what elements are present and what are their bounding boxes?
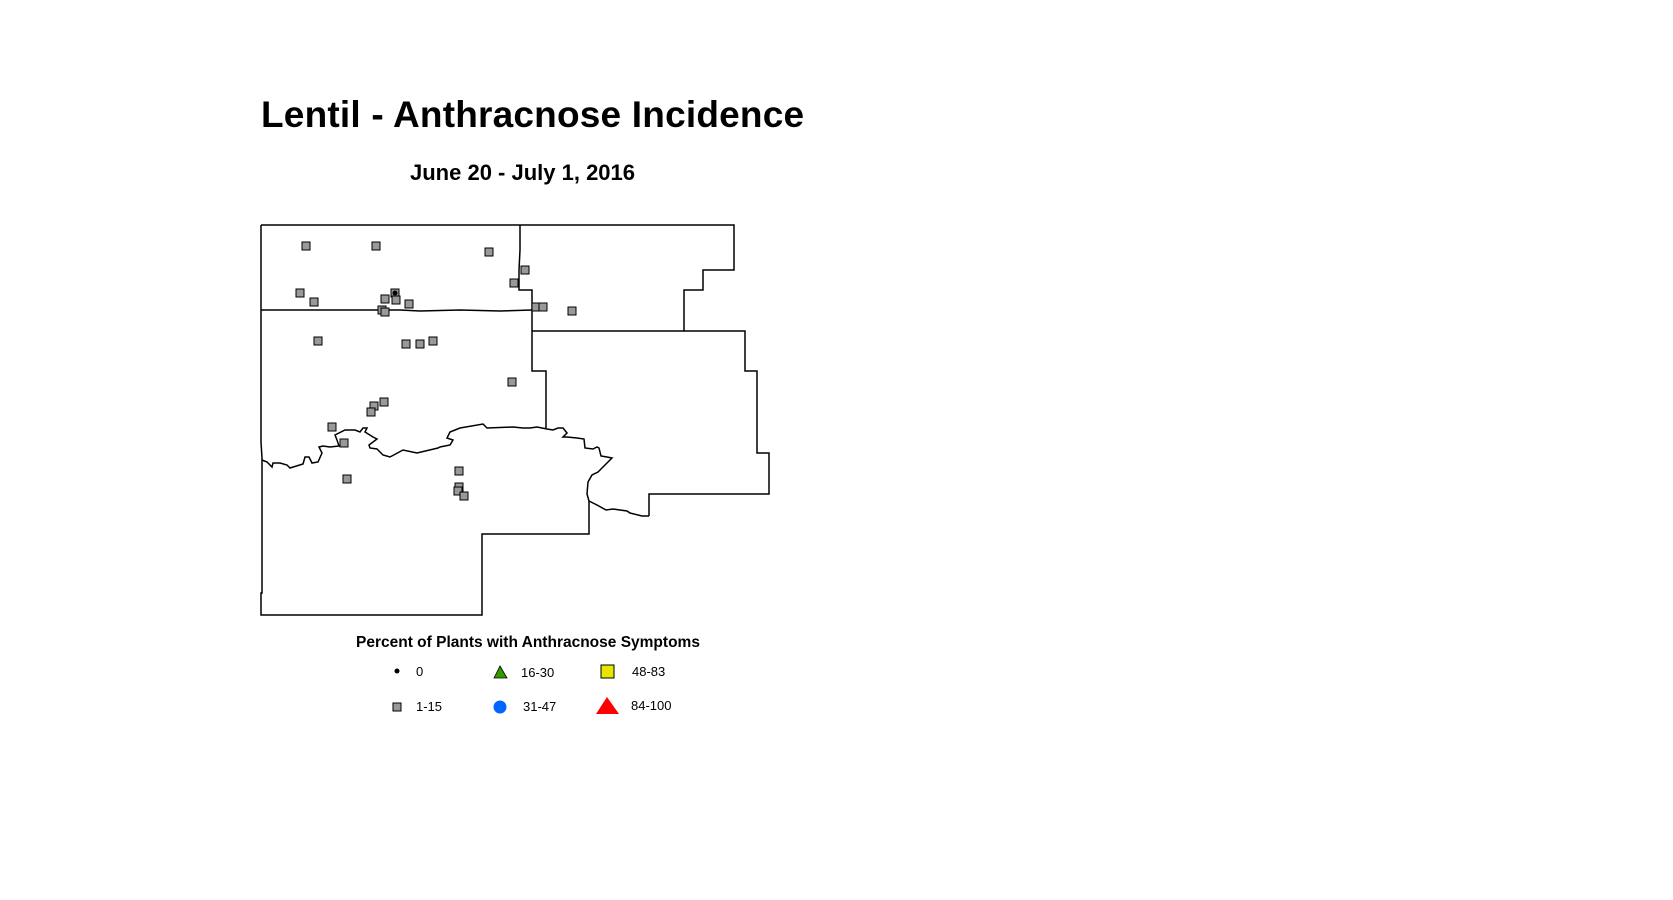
- legend-dot-icon: [394, 668, 400, 674]
- point-1-15: [459, 491, 469, 501]
- region-boundaries: [260, 224, 770, 616]
- point-1-15: [380, 294, 390, 304]
- legend-blue-circle-icon: [493, 700, 507, 714]
- legend-gray-square-icon: [392, 702, 402, 712]
- point-1-15: [520, 265, 530, 275]
- point-1-15: [428, 336, 438, 346]
- legend-symbols: [392, 664, 619, 714]
- legend-label-31-47: 31-47: [523, 699, 557, 714]
- point-1-15: [313, 336, 323, 346]
- legend-yellow-square-icon: [600, 664, 615, 679]
- point-1-15: [371, 241, 381, 251]
- point-1-15: [295, 288, 305, 298]
- point-1-15: [327, 422, 337, 432]
- point-1-15: [509, 278, 519, 288]
- point-1-15: [454, 466, 464, 476]
- point-1-15: [484, 247, 494, 257]
- point-1-15: [366, 407, 376, 417]
- point-1-15: [507, 377, 517, 387]
- point-1-15: [567, 306, 577, 316]
- point-1-15: [391, 295, 401, 305]
- legend-label-48-83: 48-83: [632, 664, 666, 679]
- point-0: [392, 290, 398, 296]
- observation-points: [295, 241, 577, 501]
- inner-boundary-horizontal: [261, 309, 533, 312]
- inner-boundary-vertical: [518, 225, 547, 428]
- point-1-15: [415, 339, 425, 349]
- legend-label-16-30: 16-30: [521, 665, 555, 680]
- point-1-15: [453, 486, 463, 496]
- point-1-15: [401, 339, 411, 349]
- point-1-15: [380, 307, 390, 317]
- outer-boundary-north-east: [261, 224, 770, 516]
- point-1-15: [309, 297, 319, 307]
- map-title: Lentil - Anthracnose Incidence: [261, 94, 805, 135]
- point-1-15: [404, 299, 414, 309]
- legend-label-0: 0: [416, 664, 424, 679]
- south-boundary: [260, 225, 590, 616]
- legend-title: Percent of Plants with Anthracnose Sympt…: [356, 634, 700, 651]
- point-1-15: [379, 397, 389, 407]
- point-1-15: [301, 241, 311, 251]
- legend-label-1-15: 1-15: [416, 699, 443, 714]
- legend-red-triangle-icon: [596, 697, 619, 714]
- legend-label-84-100: 84-100: [631, 698, 672, 713]
- legend-green-triangle-icon: [493, 665, 508, 679]
- point-1-15: [538, 302, 548, 312]
- point-1-15: [339, 438, 349, 448]
- point-1-15: [342, 474, 352, 484]
- south-coastline: [261, 423, 649, 517]
- map-subtitle: June 20 - July 1, 2016: [410, 160, 636, 185]
